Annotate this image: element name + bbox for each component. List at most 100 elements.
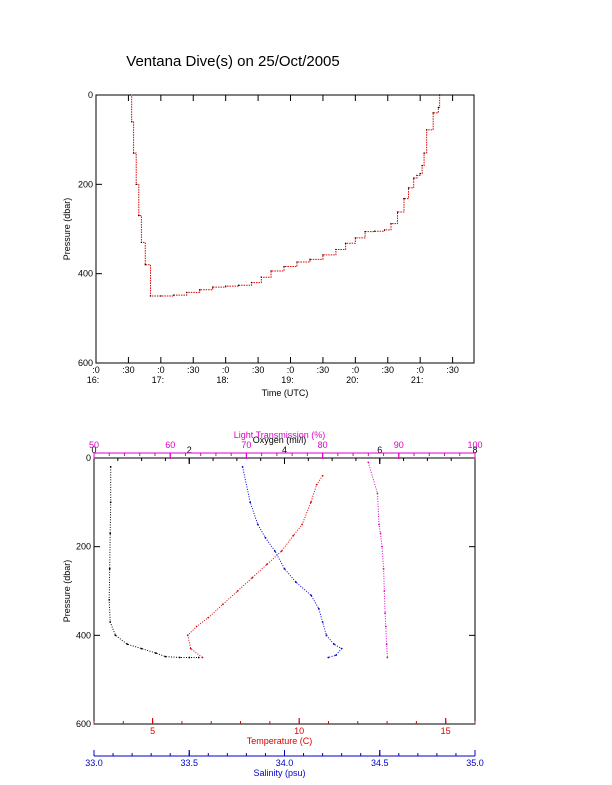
x-tick-hour-label: 19: <box>281 375 294 385</box>
pressure-point <box>270 270 272 272</box>
y-axis: 0 200 400 600 <box>76 453 475 729</box>
axis-tick-label: 33.0 <box>85 758 103 768</box>
profile-point <box>376 492 379 495</box>
axis-tick-label: 10 <box>294 726 304 736</box>
profile-point <box>367 461 370 464</box>
x-axis: :016::30:017::30:018::30:019::30:020::30… <box>87 95 459 385</box>
profile-line <box>242 466 343 658</box>
x-tick-label: :0 <box>92 365 100 375</box>
pressure-point <box>186 291 188 294</box>
x-tick-label: :30 <box>317 365 330 375</box>
axis-tick-label: 80 <box>318 440 328 450</box>
pressure-point <box>364 230 366 233</box>
plot-frame <box>93 457 476 725</box>
pressure-point <box>224 285 227 287</box>
pressure-point <box>309 258 311 261</box>
axis-tick-label: 4 <box>282 445 287 455</box>
pressure-point <box>173 294 175 296</box>
axis-tick-label: 50 <box>89 440 99 450</box>
pressure-point <box>374 230 376 232</box>
pressure-point <box>160 295 162 297</box>
profile-point <box>126 643 129 646</box>
profile-point <box>384 625 387 628</box>
profile-series <box>186 474 324 659</box>
profile-point <box>292 534 295 537</box>
profile-point <box>315 483 318 486</box>
pressure-point <box>354 237 357 239</box>
profile-point <box>188 656 191 659</box>
pressure-point <box>416 174 418 177</box>
profile-point <box>236 590 239 592</box>
profile-point <box>383 590 386 592</box>
profile-point <box>325 634 328 637</box>
property-axis-label: Salinity (psu) <box>253 768 305 778</box>
y-axis-label: Pressure (dbar) <box>62 198 72 261</box>
profile-point <box>264 536 267 539</box>
profile-point <box>109 465 112 468</box>
pressure-point <box>344 242 347 244</box>
axis-tick-label: 34.0 <box>276 758 294 768</box>
axis-tick-label: 0 <box>91 445 96 455</box>
profile-point <box>327 656 330 659</box>
y-tick-label: 200 <box>76 542 91 552</box>
x-tick-label: :0 <box>352 365 360 375</box>
profile-point <box>222 603 224 606</box>
x-tick-label: :30 <box>122 365 135 375</box>
profile-series <box>108 465 200 659</box>
profile-point <box>378 523 380 526</box>
axis-tick-label: 6 <box>377 445 382 455</box>
pressure-series-line <box>130 94 441 297</box>
profile-point <box>382 567 385 570</box>
pressure-point <box>138 214 140 217</box>
x-tick-label: :0 <box>157 365 165 375</box>
property-axis-label: Oxygen (ml/l) <box>253 435 307 445</box>
y-tick-label: 0 <box>86 453 91 463</box>
x-tick-label: :30 <box>187 365 200 375</box>
profile-point <box>385 643 388 646</box>
pressure-point <box>322 254 324 256</box>
profile-point <box>384 612 386 615</box>
x-tick-hour-label: 21: <box>411 375 424 385</box>
pressure-point <box>407 187 410 189</box>
profile-point <box>178 656 181 659</box>
y-tick-label: 400 <box>78 269 93 279</box>
y-tick-label: 600 <box>76 719 91 729</box>
pressure-point <box>260 276 263 278</box>
axis-tick-label: 70 <box>241 440 251 450</box>
pressure-point <box>283 265 285 268</box>
axis-tick-label: 34.5 <box>371 758 389 768</box>
axis-tick-label: 15 <box>441 726 451 736</box>
y-tick-label: 600 <box>78 358 93 368</box>
axis-tick-label: 35.0 <box>466 758 484 768</box>
pressure-point <box>419 172 421 175</box>
pressure-point <box>129 94 132 96</box>
axis-tick-label: 100 <box>467 440 482 450</box>
profile-point <box>155 652 157 654</box>
property-axis: 0 2 4 6 8 Oxygen (ml/l) <box>91 435 478 464</box>
profile-series <box>241 465 343 659</box>
pressure-point <box>250 281 253 284</box>
profile-point <box>186 634 189 637</box>
pressure-point <box>421 164 423 167</box>
y-axis: 0 200 400 600 <box>78 90 102 368</box>
profile-point <box>189 647 192 650</box>
property-axis: 5 10 15 Temperature (C) <box>93 718 476 746</box>
pressure-point <box>144 264 146 266</box>
profile-point <box>340 647 343 650</box>
figure-title: Ventana Dive(s) on 25/Oct/2005 <box>126 53 339 70</box>
x-tick-hour-label: 18: <box>216 375 229 385</box>
series-group <box>108 461 389 659</box>
profile-point <box>266 563 268 566</box>
profile-point <box>251 576 254 579</box>
pressure-point <box>296 261 298 263</box>
pressure-point <box>390 222 392 225</box>
profiles-chart: 0 200 400 600 0 2 4 6 8 Oxygen (ml/l) 50 60 70 80 90 1… <box>62 430 484 778</box>
pressure-point <box>237 284 240 286</box>
pressure-point <box>396 211 399 213</box>
series-group <box>129 94 441 297</box>
pressure-point <box>199 289 201 291</box>
axis-tick-label: 33.5 <box>180 758 198 768</box>
x-tick-hour-label: 16: <box>87 375 100 385</box>
